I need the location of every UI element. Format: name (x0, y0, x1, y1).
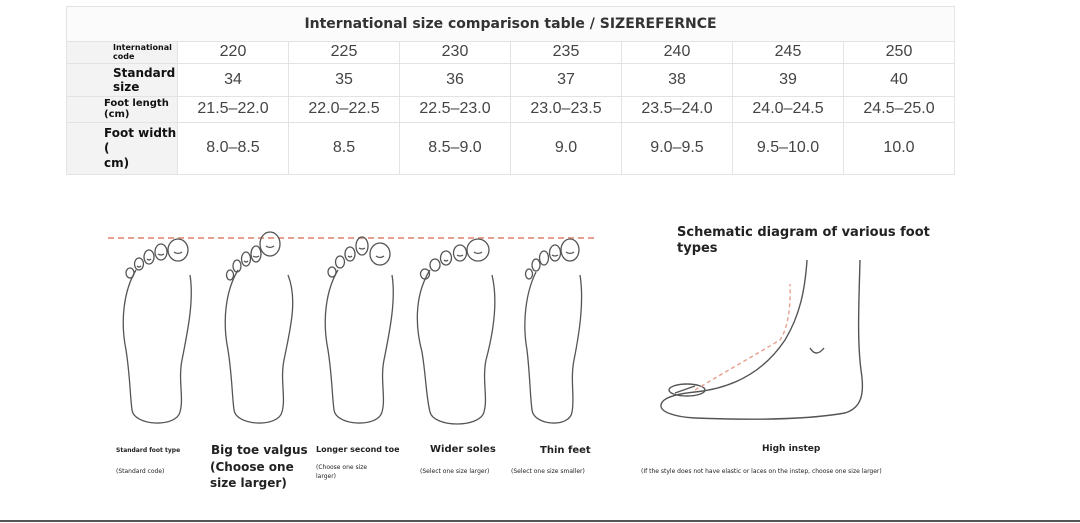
row-label: Standard size (66, 62, 178, 97)
foot-type-label: Longer second toe (316, 445, 400, 454)
table-cell: 8.5–9.0 (399, 121, 511, 176)
table-cell: 9.0 (510, 121, 622, 176)
foot-type-note: (Choose one size larger) (210, 460, 294, 490)
table-cell: 21.5–22.0 (177, 95, 289, 123)
table-cell: 23.0–23.5 (510, 95, 622, 123)
table-cell: 22.0–22.5 (288, 95, 400, 123)
table-cell: 35 (288, 62, 400, 97)
table-row-international-code: International code 220 225 230 235 240 2… (66, 41, 955, 64)
table-cell: 230 (399, 41, 511, 64)
table-cell: 39 (732, 62, 844, 97)
table-cell: 37 (510, 62, 622, 97)
bottom-divider (0, 520, 1080, 522)
foot-type-note: (Choose one size larger) (316, 464, 368, 480)
row-label: International code (66, 41, 178, 64)
row-label-line1: Foot width ( (104, 125, 177, 155)
table-cell: 225 (288, 41, 400, 64)
toe-guide-line (108, 237, 594, 239)
table-cell: 8.0–8.5 (177, 121, 289, 176)
table-row-standard-size: Standard size 34 35 36 37 38 39 40 (66, 62, 955, 97)
table-cell: 245 (732, 41, 844, 64)
table-cell: 240 (621, 41, 733, 64)
foot-type-note: (Select one size larger) (420, 468, 490, 475)
table-cell: 8.5 (288, 121, 400, 176)
foot-type-note: (Standard code) (116, 468, 165, 475)
table-cell: 250 (843, 41, 955, 64)
row-label: Foot length (cm) (66, 95, 178, 123)
foot-type-label: Thin feet (540, 445, 591, 456)
high-instep-foot-icon (655, 259, 895, 430)
table-cell: 23.5–24.0 (621, 95, 733, 123)
row-label-line2: cm) (104, 155, 130, 170)
table-cell: 34 (177, 62, 289, 97)
table-cell: 40 (843, 62, 955, 97)
longer-second-toe-foot-icon (318, 230, 400, 430)
schematic-label: High instep (762, 444, 821, 454)
table-cell: 24.0–24.5 (732, 95, 844, 123)
big-toe-valgus-foot-icon (218, 230, 300, 430)
wider-soles-foot-icon (414, 230, 496, 430)
table-cell: 36 (399, 62, 511, 97)
standard-foot-icon (116, 230, 198, 430)
size-comparison-table: International size comparison table / SI… (66, 6, 955, 176)
foot-type-label: Big toe valgus (211, 443, 308, 457)
table-cell: 10.0 (843, 121, 955, 176)
table-cell: 9.0–9.5 (621, 121, 733, 176)
table-row-foot-width: Foot width ( cm) 8.0–8.5 8.5 8.5–9.0 9.0… (66, 121, 955, 176)
table-title: International size comparison table / SI… (66, 6, 955, 42)
schematic-note: (If the style does not have elastic or l… (641, 468, 882, 475)
table-cell: 9.5–10.0 (732, 121, 844, 176)
foot-type-label: Standard foot type (116, 447, 181, 454)
thin-feet-foot-icon (512, 230, 594, 430)
foot-type-label: Wider soles (430, 444, 496, 455)
table-cell: 22.5–23.0 (399, 95, 511, 123)
table-row-foot-length: Foot length (cm) 21.5–22.0 22.0–22.5 22.… (66, 95, 955, 123)
table-cell: 38 (621, 62, 733, 97)
table-cell: 24.5–25.0 (843, 95, 955, 123)
row-label: Foot width ( cm) (66, 121, 178, 176)
table-cell: 220 (177, 41, 289, 64)
schematic-title: Schematic diagram of various foot types (677, 225, 930, 256)
table-cell: 235 (510, 41, 622, 64)
foot-type-note: (Select one size smaller) (511, 468, 585, 475)
